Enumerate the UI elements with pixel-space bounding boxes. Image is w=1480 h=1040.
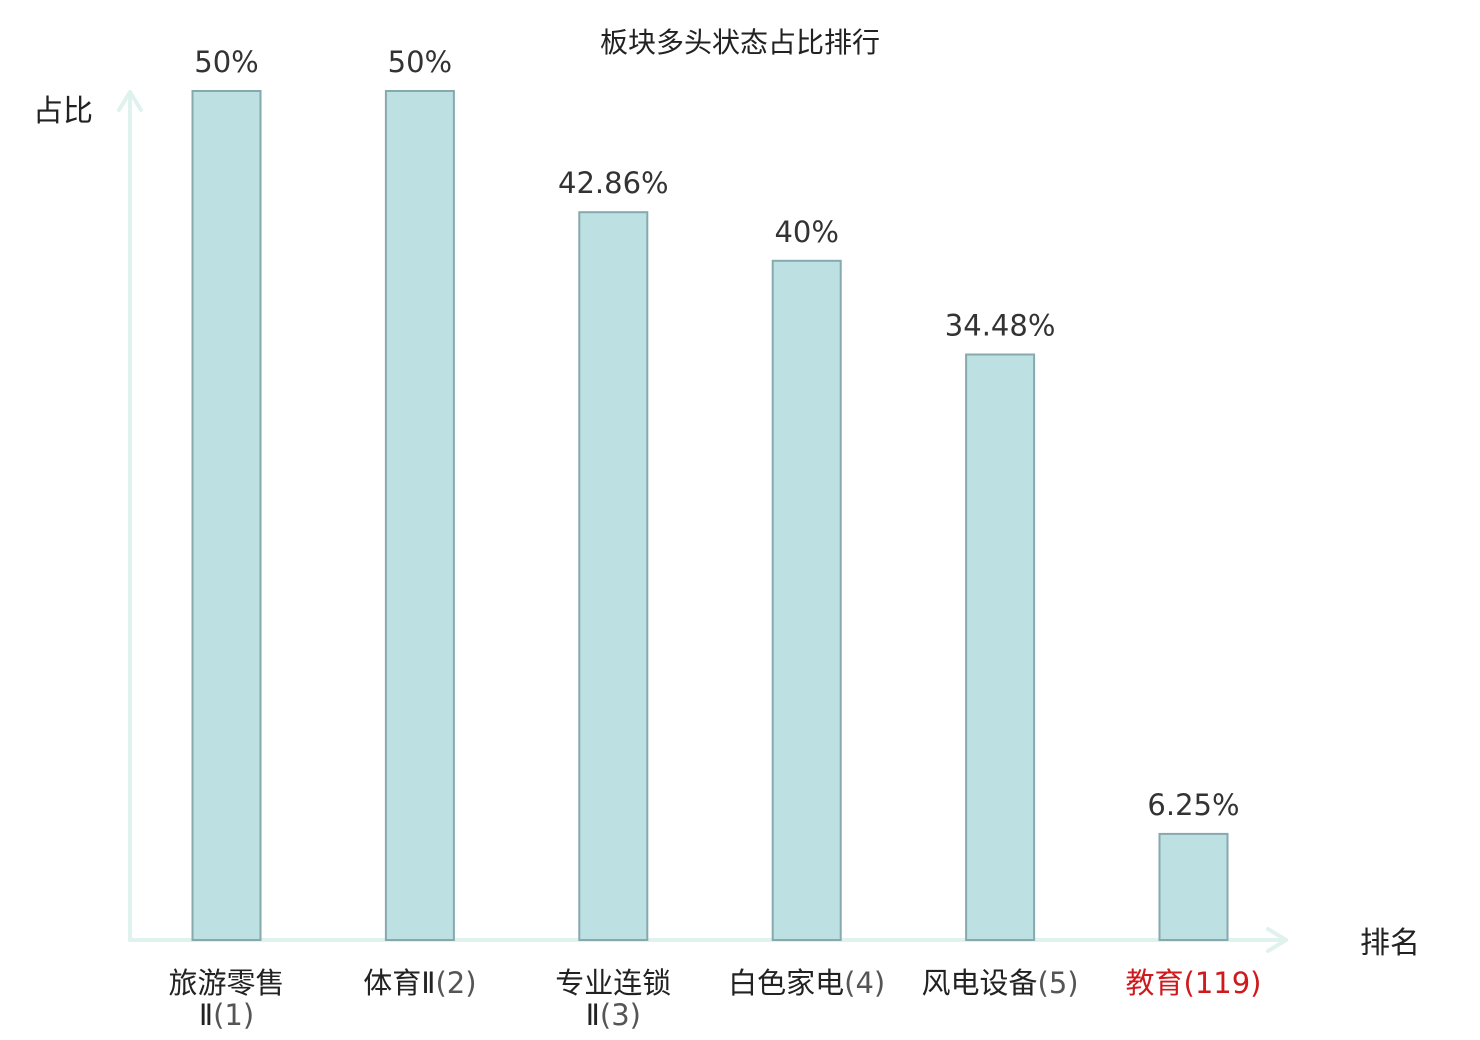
category-rank: (1) <box>213 998 254 1032</box>
bar-1 <box>191 90 262 941</box>
x-axis-label: 排名 <box>1360 926 1420 961</box>
bars-group <box>191 90 1229 942</box>
y-axis-arrow-icon <box>117 90 143 112</box>
value-labels-group: 50% 50% 42.86% 40% 34.48% 6.25% <box>194 45 1239 822</box>
chart-title: 板块多头状态占比排行 <box>600 26 880 59</box>
category-label-5: 风电设备(5) <box>922 966 1079 1000</box>
bar-2 <box>384 90 455 941</box>
bar-6 <box>1158 832 1229 942</box>
category-labels-group: 旅游零售 Ⅱ(1)体育Ⅱ(2) 专业连锁 Ⅱ(3)白色家电(4) 风电设备(5) 教育(1… <box>168 966 1261 1032</box>
value-label-6: 6.25% <box>1147 788 1239 822</box>
category-rank: (3) <box>600 998 641 1032</box>
category-name: 旅游零售 <box>168 966 284 1000</box>
value-label-3: 42.86% <box>558 166 669 200</box>
axes <box>117 90 1288 953</box>
category-name: Ⅱ <box>586 998 600 1032</box>
category-name: 白色家电 <box>728 966 844 1000</box>
category-name: 教育 <box>1126 966 1184 1000</box>
x-axis-arrow-icon <box>1266 927 1288 953</box>
y-axis-label: 占比 <box>33 94 93 129</box>
bar-3 <box>578 211 649 941</box>
category-name: 体育Ⅱ <box>363 966 435 1000</box>
category-label-1: 旅游零售 Ⅱ(1) <box>168 966 284 1032</box>
value-label-4: 40% <box>774 215 838 249</box>
category-rank: (5) <box>1038 966 1079 1000</box>
value-label-1: 50% <box>194 45 258 79</box>
bar-4 <box>771 259 842 941</box>
category-label-6: 教育(119) <box>1126 966 1262 1000</box>
bar-5 <box>965 353 1036 941</box>
category-rank: (4) <box>844 966 885 1000</box>
category-name: Ⅱ <box>199 998 213 1032</box>
category-label-4: 白色家电(4) <box>728 966 885 1000</box>
category-name: 风电设备 <box>922 966 1038 1000</box>
value-label-2: 50% <box>388 45 452 79</box>
category-rank: (119) <box>1184 966 1262 1000</box>
category-label-2: 体育Ⅱ(2) <box>363 966 476 1000</box>
category-rank: (2) <box>435 966 476 1000</box>
value-label-5: 34.48% <box>945 309 1056 343</box>
category-label-3: 专业连锁 Ⅱ(3) <box>555 966 671 1032</box>
category-name: 专业连锁 <box>555 966 671 1000</box>
